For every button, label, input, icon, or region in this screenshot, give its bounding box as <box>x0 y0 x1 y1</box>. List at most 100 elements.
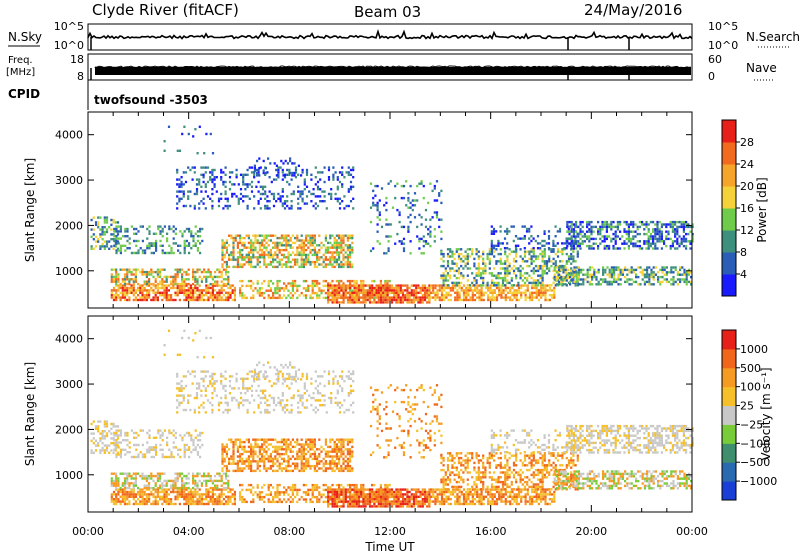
power-cell <box>349 180 353 184</box>
power-cell <box>487 286 490 290</box>
velocity-cell <box>90 451 93 454</box>
velocity-cell <box>199 431 202 435</box>
power-cell <box>281 168 284 172</box>
velocity-cell <box>223 464 226 468</box>
power-cell <box>601 235 604 238</box>
power-cell <box>454 291 457 294</box>
power-cell <box>296 246 299 249</box>
power-cell <box>434 284 437 287</box>
power-cell <box>194 275 197 279</box>
power-cell <box>377 284 380 287</box>
velocity-cell <box>117 479 120 483</box>
power-cell <box>258 291 261 295</box>
velocity-cell <box>247 460 250 463</box>
power-cell <box>377 301 380 304</box>
power-cell <box>434 296 437 299</box>
velocity-cell <box>220 493 223 496</box>
power-cell <box>465 296 468 299</box>
velocity-cell <box>159 495 162 498</box>
power-cell <box>375 294 378 297</box>
velocity-cell <box>161 495 164 498</box>
power-cell <box>163 294 166 297</box>
velocity-cell <box>113 443 116 447</box>
power-cell <box>139 225 142 228</box>
power-cell <box>207 270 210 274</box>
power-cell <box>272 296 275 300</box>
power-cell <box>116 240 120 243</box>
power-cell <box>614 230 617 233</box>
power-heatmap-data <box>90 125 694 304</box>
velocity-cell <box>223 445 226 449</box>
power-cell <box>194 232 197 235</box>
power-cell <box>477 250 480 253</box>
power-cell <box>209 197 212 200</box>
velocity-cell <box>146 441 149 444</box>
power-cell <box>564 271 567 274</box>
power-cell <box>541 239 544 243</box>
power-cell <box>155 244 158 247</box>
power-cell <box>239 256 242 259</box>
velocity-cell <box>103 449 106 452</box>
velocity-cell <box>227 486 230 490</box>
velocity-cell <box>198 488 201 491</box>
velocity-cell <box>119 441 122 444</box>
power-cell <box>457 269 461 273</box>
power-cell <box>329 246 332 249</box>
power-cell <box>176 202 179 205</box>
power-cell <box>608 273 611 276</box>
power-cell <box>665 266 668 269</box>
velocity-cell <box>128 472 131 475</box>
power-cell <box>634 223 637 226</box>
power-cell <box>286 173 289 176</box>
power-cell <box>218 275 221 279</box>
power-cell <box>473 298 477 302</box>
power-cell <box>404 296 407 299</box>
power-cell <box>126 291 129 294</box>
power-cell <box>670 278 673 281</box>
power-cell <box>421 301 424 304</box>
power-cell <box>287 265 290 269</box>
power-cell <box>203 152 206 155</box>
power-cell <box>172 286 175 290</box>
velocity-cell <box>225 452 228 456</box>
power-cell <box>625 237 628 241</box>
power-cell <box>654 242 657 245</box>
power-cell <box>132 278 135 281</box>
velocity-cell <box>110 422 113 426</box>
power-cell <box>379 291 383 294</box>
power-cell <box>660 223 663 226</box>
power-cell <box>117 230 120 233</box>
power-cell <box>371 286 374 290</box>
power-cell <box>539 267 542 270</box>
power-cell <box>407 216 410 219</box>
power-cell <box>499 242 502 245</box>
power-cell <box>605 235 608 238</box>
velocity-cell <box>139 500 142 503</box>
power-cell <box>92 228 95 231</box>
power-cell <box>656 240 659 243</box>
power-cell <box>351 248 354 252</box>
power-cell <box>588 273 591 276</box>
velocity-cell <box>258 448 261 451</box>
velocity-cell <box>188 434 191 437</box>
power-cell <box>429 286 433 290</box>
power-cell <box>510 276 513 280</box>
velocity-cell <box>134 484 137 487</box>
power-cell <box>261 253 264 257</box>
power-cell <box>649 237 652 241</box>
power-cell <box>368 296 372 299</box>
power-cell <box>227 270 230 274</box>
velocity-cell <box>105 422 109 426</box>
power-cell <box>690 271 693 274</box>
power-cell <box>567 227 570 231</box>
velocity-cell <box>154 490 157 494</box>
power-cell <box>121 296 124 299</box>
power-cell <box>477 272 480 275</box>
power-cell <box>265 289 268 292</box>
power-cell <box>561 250 564 253</box>
power-cell <box>184 171 188 174</box>
velocity-cell <box>241 469 244 473</box>
power-cell <box>349 188 353 191</box>
velocity-cell <box>194 482 197 485</box>
power-cell <box>670 268 673 272</box>
